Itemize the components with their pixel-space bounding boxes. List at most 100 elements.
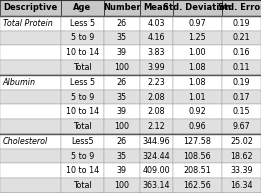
Bar bbox=[0, 149, 61, 163]
Bar bbox=[0, 45, 61, 60]
Bar bbox=[61, 163, 104, 178]
Bar bbox=[0, 163, 61, 178]
Text: 100: 100 bbox=[114, 181, 129, 190]
Bar bbox=[61, 0, 104, 16]
Text: 2.23: 2.23 bbox=[147, 78, 165, 87]
Text: 0.19: 0.19 bbox=[233, 78, 250, 87]
Bar bbox=[104, 45, 140, 60]
Bar bbox=[0, 0, 61, 16]
Text: 33.39: 33.39 bbox=[230, 166, 253, 175]
Text: 39: 39 bbox=[117, 107, 127, 116]
Bar bbox=[140, 149, 173, 163]
Text: Less5: Less5 bbox=[71, 137, 94, 146]
Text: 108.56: 108.56 bbox=[183, 152, 211, 161]
Bar bbox=[173, 45, 222, 60]
Text: 35: 35 bbox=[117, 92, 127, 102]
Bar bbox=[173, 30, 222, 45]
Text: 39: 39 bbox=[117, 48, 127, 57]
Bar bbox=[61, 134, 104, 149]
Text: 10 to 14: 10 to 14 bbox=[66, 48, 99, 57]
Bar bbox=[173, 178, 222, 193]
Bar bbox=[173, 60, 222, 75]
Text: 409.00: 409.00 bbox=[143, 166, 170, 175]
Text: 1.08: 1.08 bbox=[188, 78, 206, 87]
Bar bbox=[222, 75, 261, 90]
Bar bbox=[173, 75, 222, 90]
Bar bbox=[104, 104, 140, 119]
Text: 1.08: 1.08 bbox=[188, 63, 206, 72]
Bar bbox=[104, 134, 140, 149]
Text: 16.34: 16.34 bbox=[230, 181, 253, 190]
Bar bbox=[140, 178, 173, 193]
Text: 35: 35 bbox=[117, 152, 127, 161]
Bar bbox=[173, 134, 222, 149]
Text: 25.02: 25.02 bbox=[230, 137, 253, 146]
Bar bbox=[222, 30, 261, 45]
Text: 324.44: 324.44 bbox=[143, 152, 170, 161]
Bar bbox=[140, 16, 173, 30]
Bar bbox=[0, 134, 61, 149]
Text: 0.19: 0.19 bbox=[233, 19, 250, 28]
Text: Age: Age bbox=[73, 3, 92, 12]
Bar bbox=[104, 75, 140, 90]
Text: 1.01: 1.01 bbox=[188, 92, 206, 102]
Bar bbox=[173, 0, 222, 16]
Bar bbox=[104, 178, 140, 193]
Bar bbox=[140, 30, 173, 45]
Bar bbox=[222, 163, 261, 178]
Text: Std. Error: Std. Error bbox=[218, 3, 261, 12]
Text: Cholesterol: Cholesterol bbox=[3, 137, 48, 146]
Bar bbox=[61, 119, 104, 134]
Bar bbox=[140, 90, 173, 104]
Bar bbox=[61, 30, 104, 45]
Bar bbox=[140, 0, 173, 16]
Bar bbox=[140, 134, 173, 149]
Bar bbox=[173, 119, 222, 134]
Bar bbox=[0, 104, 61, 119]
Bar bbox=[140, 45, 173, 60]
Text: Total Protein: Total Protein bbox=[3, 19, 52, 28]
Bar bbox=[0, 60, 61, 75]
Bar bbox=[0, 90, 61, 104]
Bar bbox=[222, 45, 261, 60]
Text: Total: Total bbox=[73, 63, 92, 72]
Bar bbox=[61, 16, 104, 30]
Bar bbox=[173, 163, 222, 178]
Bar bbox=[140, 163, 173, 178]
Bar bbox=[222, 0, 261, 16]
Text: 344.96: 344.96 bbox=[143, 137, 170, 146]
Text: 5 to 9: 5 to 9 bbox=[71, 33, 94, 42]
Text: 208.51: 208.51 bbox=[183, 166, 211, 175]
Text: 39: 39 bbox=[117, 166, 127, 175]
Text: Descriptive: Descriptive bbox=[4, 3, 58, 12]
Bar bbox=[222, 104, 261, 119]
Text: Albumin: Albumin bbox=[3, 78, 36, 87]
Bar bbox=[0, 75, 61, 90]
Text: 26: 26 bbox=[117, 19, 127, 28]
Bar bbox=[61, 60, 104, 75]
Text: 5 to 9: 5 to 9 bbox=[71, 92, 94, 102]
Bar bbox=[140, 104, 173, 119]
Text: Less 5: Less 5 bbox=[70, 78, 95, 87]
Text: 0.96: 0.96 bbox=[188, 122, 206, 131]
Bar bbox=[0, 30, 61, 45]
Text: 0.92: 0.92 bbox=[188, 107, 206, 116]
Bar bbox=[173, 16, 222, 30]
Bar bbox=[104, 149, 140, 163]
Bar bbox=[0, 119, 61, 134]
Text: 100: 100 bbox=[114, 63, 129, 72]
Bar bbox=[222, 16, 261, 30]
Bar bbox=[140, 119, 173, 134]
Bar bbox=[104, 163, 140, 178]
Text: 2.08: 2.08 bbox=[148, 92, 165, 102]
Text: 35: 35 bbox=[117, 33, 127, 42]
Bar bbox=[222, 90, 261, 104]
Text: Total: Total bbox=[73, 122, 92, 131]
Bar bbox=[104, 0, 140, 16]
Text: 100: 100 bbox=[114, 122, 129, 131]
Bar bbox=[104, 16, 140, 30]
Text: 0.21: 0.21 bbox=[233, 33, 250, 42]
Text: 363.14: 363.14 bbox=[143, 181, 170, 190]
Text: 2.08: 2.08 bbox=[148, 107, 165, 116]
Bar bbox=[140, 75, 173, 90]
